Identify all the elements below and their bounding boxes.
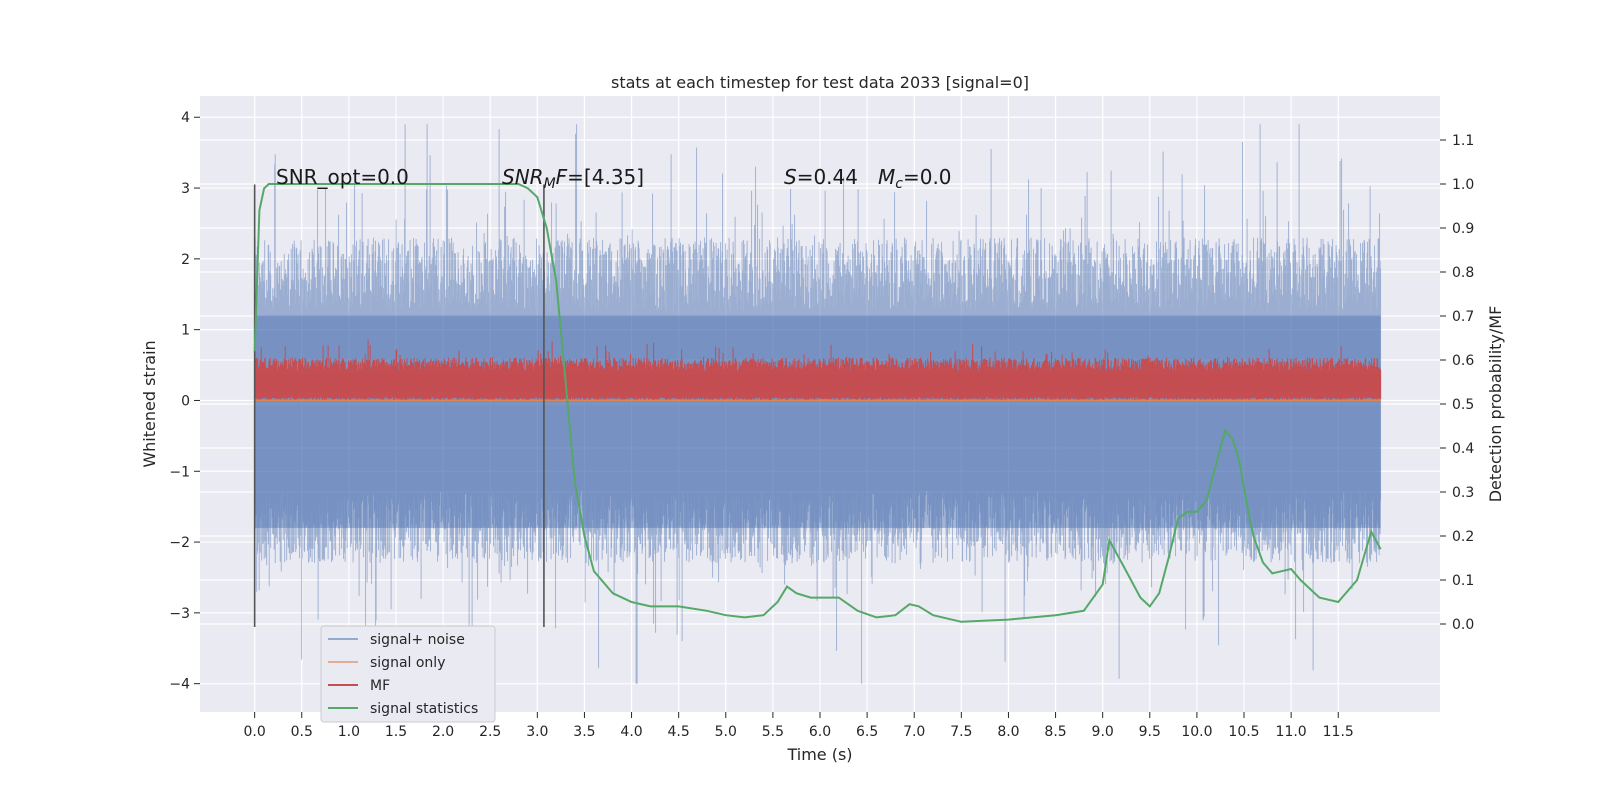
tick-label-x: 0.5 (291, 724, 313, 740)
annotation-snr-mf: SNRMF=[4.35] (502, 165, 644, 192)
legend: signal+ noise signal only MF signal stat… (320, 625, 496, 723)
tick-label-x: 2.5 (479, 724, 501, 740)
tick-label-x: 10.5 (1228, 724, 1259, 740)
legend-label-mf: MF (370, 678, 390, 694)
tick-label-x: 1.5 (385, 724, 407, 740)
series-mf (254, 339, 1382, 400)
y-axis-label-left: Whitened strain (140, 340, 159, 467)
legend-label-signal-only: signal only (370, 655, 445, 671)
tick-label-x: 6.0 (809, 724, 831, 740)
left-axis-ticks: 4 3 2 1 0 −1 −2 −3 −4 (169, 110, 200, 693)
tick-label-left: 3 (181, 181, 190, 197)
tick-label-x: 8.0 (997, 724, 1019, 740)
legend-label-signal-statistics: signal statistics (370, 701, 478, 717)
x-axis-label: Time (s) (786, 745, 852, 764)
tick-label-left: −3 (169, 606, 190, 622)
tick-label-left: −4 (169, 677, 190, 693)
tick-label-right: 0.4 (1452, 441, 1474, 457)
tick-label-x: 8.5 (1044, 724, 1066, 740)
tick-label-right: 0.2 (1452, 529, 1474, 545)
tick-label-right: 0.1 (1452, 573, 1474, 589)
tick-label-x: 4.5 (668, 724, 690, 740)
tick-label-x: 4.0 (620, 724, 642, 740)
tick-label-left: 0 (181, 393, 190, 409)
tick-label-x: 5.5 (762, 724, 784, 740)
tick-label-x: 2.0 (432, 724, 454, 740)
tick-label-x: 11.0 (1276, 724, 1307, 740)
annotation-s-value: S=0.44 (784, 165, 858, 189)
right-axis-ticks: 1.1 1.0 0.9 0.8 0.7 0.6 0.5 0.4 0.3 0.2 0.1 0.0 (1440, 133, 1474, 633)
tick-label-right: 1.1 (1452, 133, 1474, 149)
tick-label-x: 11.5 (1323, 724, 1354, 740)
tick-label-right: 0.8 (1452, 265, 1474, 281)
tick-label-right: 0.7 (1452, 309, 1474, 325)
tick-label-x: 0.0 (244, 724, 266, 740)
series-signal-statistics (253, 183, 1382, 623)
legend-box (320, 625, 496, 723)
y-axis-label-right: Detection probability/MF (1486, 306, 1505, 503)
tick-label-x: 3.0 (526, 724, 548, 740)
tick-label-x: 7.5 (950, 724, 972, 740)
tick-label-x: 5.0 (715, 724, 737, 740)
tick-label-right: 1.0 (1452, 177, 1474, 193)
tick-label-right: 0.3 (1452, 485, 1474, 501)
vertical-markers (253, 184, 545, 628)
signal-noise-core (254, 315, 1381, 528)
tick-label-left: −2 (169, 535, 190, 551)
x-axis-ticks: 0.0 0.5 1.0 1.5 2.0 2.5 3.0 3.5 4.0 4.5 5.0 5.5 6.0 6… (244, 712, 1354, 740)
tick-label-x: 6.5 (856, 724, 878, 740)
tick-label-x: 9.0 (1092, 724, 1114, 740)
tick-label-right: 0.9 (1452, 221, 1474, 237)
tick-label-left: 1 (181, 323, 190, 339)
tick-label-x: 10.0 (1181, 724, 1212, 740)
tick-label-left: −1 (169, 464, 190, 480)
annotation-mc-value: Mc=0.0 (878, 165, 952, 192)
tick-label-x: 9.5 (1139, 724, 1161, 740)
tick-label-right: 0.0 (1452, 617, 1474, 633)
annotation-snr-opt: SNR_opt=0.0 (276, 165, 409, 189)
tick-label-left: 4 (181, 110, 190, 126)
series-signal-noise (254, 124, 1382, 684)
tick-label-x: 1.0 (338, 724, 360, 740)
legend-label-signal-noise: signal+ noise (370, 632, 465, 648)
tick-label-x: 3.5 (573, 724, 595, 740)
mf-core (254, 373, 1381, 392)
chart-title: stats at each timestep for test data 203… (611, 73, 1029, 92)
tick-label-right: 0.6 (1452, 353, 1474, 369)
tick-label-right: 0.5 (1452, 397, 1474, 413)
tick-label-left: 2 (181, 252, 190, 268)
tick-label-x: 7.0 (903, 724, 925, 740)
